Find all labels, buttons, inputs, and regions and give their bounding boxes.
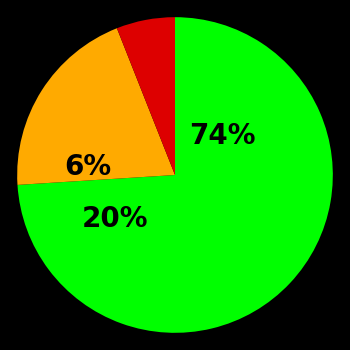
Text: 6%: 6% (65, 153, 112, 181)
Wedge shape (117, 17, 175, 175)
Text: 20%: 20% (82, 205, 148, 233)
Wedge shape (18, 17, 333, 333)
Text: 74%: 74% (189, 121, 256, 149)
Wedge shape (17, 28, 175, 185)
